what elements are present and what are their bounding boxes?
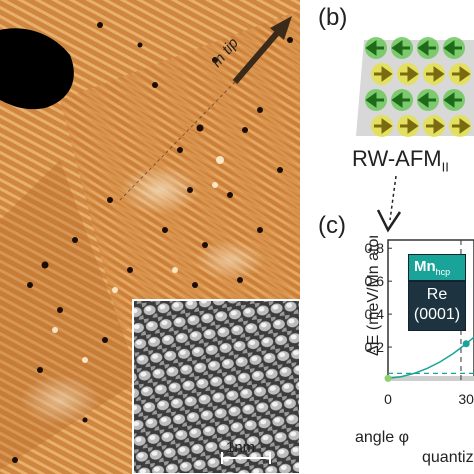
spin-arrow — [400, 118, 419, 134]
spin-arrow — [391, 92, 410, 108]
dark-vacancy-cluster — [0, 28, 74, 110]
y-tick-label: 0.2 — [365, 339, 385, 355]
y-tick-label: 0.4 — [365, 306, 385, 322]
spin-arrow — [443, 92, 462, 108]
spin-arrow — [365, 92, 384, 108]
stm-image: m tip 1nm — [0, 0, 300, 474]
material-legend: Mnhcp Re (0001) — [408, 254, 466, 331]
spin-arrow — [391, 40, 410, 56]
spin-arrow — [426, 66, 445, 82]
x-tick-label: 30 — [458, 391, 474, 407]
atomic-inset: 1nm — [132, 299, 300, 474]
panel-c-label: (c) — [318, 212, 346, 239]
x-axis-label: angle φ — [355, 429, 409, 446]
panel-b-label: (b) — [318, 4, 348, 31]
data-point — [384, 374, 392, 382]
spin-structure-diagram — [356, 37, 474, 137]
data-point — [462, 340, 470, 348]
spin-arrow — [452, 118, 471, 134]
y-tick-label: 0.8 — [365, 240, 385, 256]
spin-arrow — [417, 92, 436, 108]
legend-mn-hcp: Mnhcp — [408, 254, 466, 281]
spin-arrow — [374, 66, 393, 82]
pointer-arrow — [376, 176, 402, 233]
m-tip-arrow — [119, 16, 292, 201]
x-tick-label: 0 — [384, 391, 392, 407]
scalebar-label: 1nm — [226, 439, 255, 456]
spin-arrow — [452, 66, 471, 82]
y-tick-label: 0.6 — [365, 273, 385, 289]
spin-arrow — [400, 66, 419, 82]
spin-arrow — [443, 40, 462, 56]
legend-re-substrate: Re (0001) — [408, 281, 466, 331]
spin-arrow — [374, 118, 393, 134]
stm-image-panel: m tip 1nm — [0, 0, 300, 474]
rw-afm-label: RW-AFMII — [352, 146, 449, 175]
spin-arrow — [417, 40, 436, 56]
spin-arrow — [365, 40, 384, 56]
spin-arrow — [426, 118, 445, 134]
x-axis-label-cont: quantiz — [422, 449, 474, 466]
y-axis-label: ΔE (meV/Mn atom) — [365, 236, 382, 356]
